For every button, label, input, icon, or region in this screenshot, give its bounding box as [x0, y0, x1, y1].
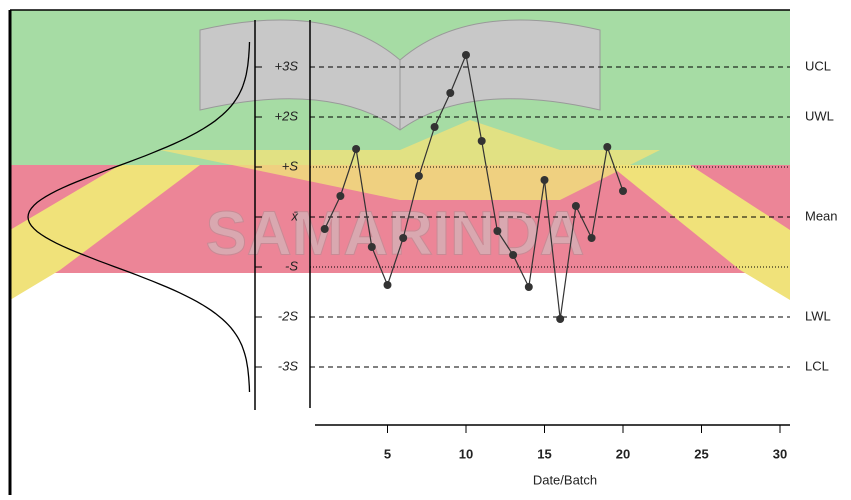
data-point [541, 176, 549, 184]
data-point [619, 187, 627, 195]
y-tick-label: -S [285, 258, 298, 273]
control-line-label: UWL [805, 108, 834, 123]
data-point [446, 89, 454, 97]
data-point [399, 234, 407, 242]
x-tick-label: 30 [773, 446, 787, 461]
control-line-label: UCL [805, 58, 831, 73]
x-tick-label: 15 [537, 446, 551, 461]
x-tick-label: 20 [616, 446, 630, 461]
data-point [478, 137, 486, 145]
data-point [431, 123, 439, 131]
data-point [509, 251, 517, 259]
data-point [415, 172, 423, 180]
data-point [462, 51, 470, 59]
x-tick-label: 10 [459, 446, 473, 461]
y-tick-label: +S [282, 158, 299, 173]
control-line-label: Mean [805, 208, 838, 223]
chart: SAMARINDA Date/Batch +3S +2S +S x̄ -S -2S -3S U… [0, 0, 851, 495]
x-tick-label: 25 [694, 446, 708, 461]
data-point [368, 243, 376, 251]
control-line-label: LWL [805, 308, 831, 323]
control-line-label: LCL [805, 358, 829, 373]
data-point [336, 192, 344, 200]
x-axis-title: Date/Batch [533, 472, 597, 487]
watermark-background: SAMARINDA [10, 10, 790, 300]
y-tick-label: -2S [278, 308, 299, 323]
data-point [556, 315, 564, 323]
x-tick-label: 5 [384, 446, 391, 461]
data-point [588, 234, 596, 242]
page: {"chart_data": {"type": "control", "wate… [0, 0, 851, 495]
data-point [493, 227, 501, 235]
y-tick-label: -3S [278, 358, 299, 373]
y-tick-label: +3S [275, 58, 299, 73]
data-point [603, 143, 611, 151]
y-tick-label: x̄ [291, 208, 299, 223]
data-point [321, 225, 329, 233]
y-tick-label: +2S [275, 108, 299, 123]
data-point [352, 145, 360, 153]
data-point [384, 281, 392, 289]
data-point [525, 283, 533, 291]
data-point [572, 202, 580, 210]
watermark-text: SAMARINDA [206, 199, 585, 268]
